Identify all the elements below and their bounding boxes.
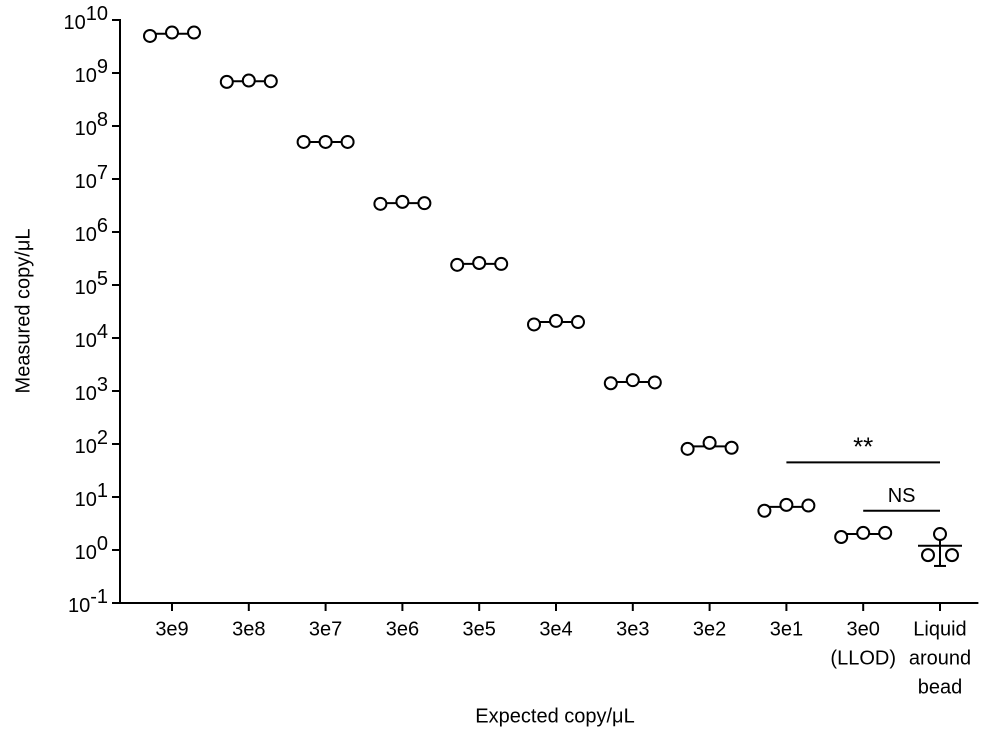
tick-exponent: 7 xyxy=(97,162,108,184)
data-point xyxy=(450,257,465,272)
data-point xyxy=(878,525,893,540)
tick-base: 10 xyxy=(75,489,97,511)
x-tick-label: 3e4 xyxy=(539,618,572,640)
tick-base: 10 xyxy=(75,330,97,352)
data-point xyxy=(856,525,871,540)
x-tick-label: 3e2 xyxy=(693,618,726,640)
data-point xyxy=(724,440,739,455)
y-tick-label: 10-1 xyxy=(68,586,108,617)
tick-exponent: 3 xyxy=(97,374,108,396)
tick-exponent: 2 xyxy=(97,427,108,449)
x-tick-label: (LLOD) xyxy=(830,647,896,669)
data-point xyxy=(801,498,816,513)
tick-exponent: 6 xyxy=(97,215,108,237)
data-point xyxy=(779,497,794,512)
data-point xyxy=(494,256,509,271)
x-tick-label: 3e9 xyxy=(155,618,188,640)
y-tick-label: 108 xyxy=(75,109,108,140)
data-point xyxy=(241,73,256,88)
data-point xyxy=(219,74,234,89)
data-point xyxy=(527,317,541,332)
tick-exponent: 10 xyxy=(86,3,108,25)
tick-base: 10 xyxy=(75,224,97,246)
y-tick-label: 104 xyxy=(75,321,108,352)
tick-exponent: -1 xyxy=(90,586,108,608)
data-point xyxy=(647,375,662,390)
data-point xyxy=(945,548,959,563)
tick-exponent: 5 xyxy=(97,268,108,290)
tick-exponent: 8 xyxy=(97,109,108,131)
significance-label: NS xyxy=(888,485,916,507)
x-tick-label: bead xyxy=(918,676,963,698)
tick-exponent: 4 xyxy=(97,321,108,343)
data-point xyxy=(417,196,432,211)
y-tick-label: 107 xyxy=(75,162,108,193)
y-tick-label: 109 xyxy=(75,56,108,87)
y-axis-label: Measured copy/μL xyxy=(12,229,34,394)
data-point xyxy=(472,256,487,271)
y-tick-label: 100 xyxy=(75,533,108,564)
y-tick-label: 1010 xyxy=(64,3,109,34)
y-tick-label: 103 xyxy=(75,374,108,405)
data-point xyxy=(395,194,410,209)
data-point xyxy=(625,373,640,388)
data-point xyxy=(680,441,695,456)
tick-base: 10 xyxy=(68,595,90,617)
tick-base: 10 xyxy=(75,65,97,87)
data-point xyxy=(296,134,311,149)
x-tick-label: around xyxy=(909,647,971,669)
tick-base: 10 xyxy=(75,171,97,193)
x-tick-label: 3e5 xyxy=(463,618,496,640)
x-tick-label: 3e3 xyxy=(616,618,649,640)
data-point xyxy=(187,25,201,40)
data-point xyxy=(340,134,355,149)
tick-base: 10 xyxy=(75,542,97,564)
y-tick-label: 101 xyxy=(75,480,108,511)
x-tick-label: Liquid xyxy=(913,618,966,640)
x-tick-label: 3e1 xyxy=(770,618,803,640)
tick-base: 10 xyxy=(75,436,97,458)
tick-base: 10 xyxy=(75,383,97,405)
y-tick-label: 102 xyxy=(75,427,108,458)
x-tick-label: 3e6 xyxy=(386,618,419,640)
data-point xyxy=(263,74,278,89)
x-tick-label: 3e0 xyxy=(847,618,880,640)
data-point xyxy=(143,28,157,43)
tick-base: 10 xyxy=(64,12,86,34)
data-point xyxy=(702,435,717,450)
data-point xyxy=(834,529,849,544)
tick-exponent: 0 xyxy=(97,533,108,555)
data-point xyxy=(165,25,179,40)
y-tick-label: 105 xyxy=(75,268,108,299)
data-point xyxy=(603,376,618,391)
data-point xyxy=(373,196,388,211)
tick-exponent: 9 xyxy=(97,56,108,78)
tick-base: 10 xyxy=(75,118,97,140)
y-tick-label: 106 xyxy=(75,215,108,246)
significance-label: ** xyxy=(853,431,873,461)
x-tick-label: 3e8 xyxy=(232,618,265,640)
tick-exponent: 1 xyxy=(97,480,108,502)
data-point xyxy=(571,315,585,330)
data-point xyxy=(921,548,935,563)
data-point xyxy=(933,527,947,542)
data-point xyxy=(757,503,772,518)
data-point xyxy=(318,134,333,149)
tick-base: 10 xyxy=(75,277,97,299)
data-point xyxy=(549,313,563,328)
x-axis-label: Expected copy/μL xyxy=(475,705,634,727)
x-tick-label: 3e7 xyxy=(309,618,342,640)
